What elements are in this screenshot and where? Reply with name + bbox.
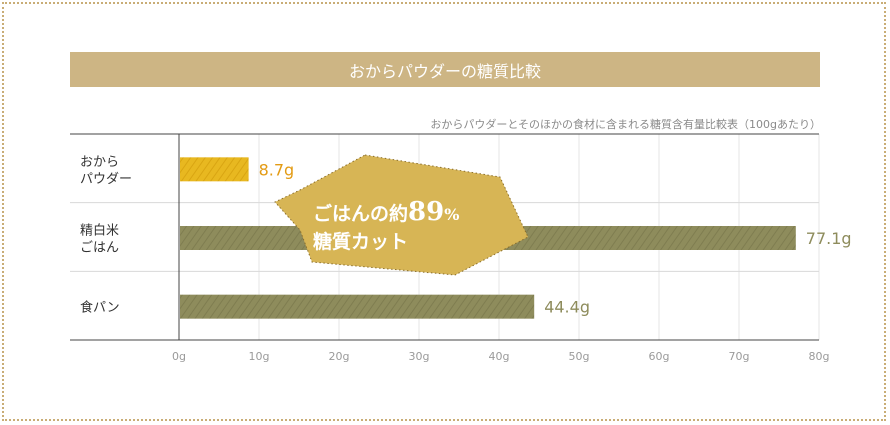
callout-badge: ごはんの約89% 糖質カット [274, 154, 529, 276]
x-tick-label: 10g [249, 350, 270, 363]
x-tick-label: 0g [172, 350, 186, 363]
x-tick-label: 80g [809, 350, 830, 363]
bar-value-label: 44.4g [544, 298, 590, 317]
chart-title: おからパウダーの糖質比較 [348, 61, 541, 81]
callout-line1: ごはんの約89% [313, 197, 459, 227]
category-label: 食パン [80, 300, 120, 316]
chart-title-bar: おからパウダーの糖質比較 [70, 52, 820, 87]
x-tick-label: 30g [409, 350, 430, 363]
callout-shape [274, 154, 529, 276]
x-tick-label: 60g [649, 350, 670, 363]
bar-value-label: 8.7g [259, 160, 295, 179]
chart-subtitle: おからパウダーとそのほかの食材に含まれる糖質含有量比較表（100gあたり） [430, 118, 821, 131]
callout-line2: 糖質カット [313, 230, 408, 253]
bar [180, 294, 535, 319]
x-tick-label: 40g [489, 350, 510, 363]
x-tick-label: 50g [569, 350, 590, 363]
x-tick-label: 70g [729, 350, 750, 363]
bar [180, 157, 249, 182]
category-label: おからパウダー [80, 155, 132, 187]
chart-frame [2, 2, 886, 421]
x-tick-label: 20g [329, 350, 350, 363]
bar-value-label: 77.1g [806, 229, 852, 248]
category-label: 精白米ごはん [80, 223, 119, 256]
